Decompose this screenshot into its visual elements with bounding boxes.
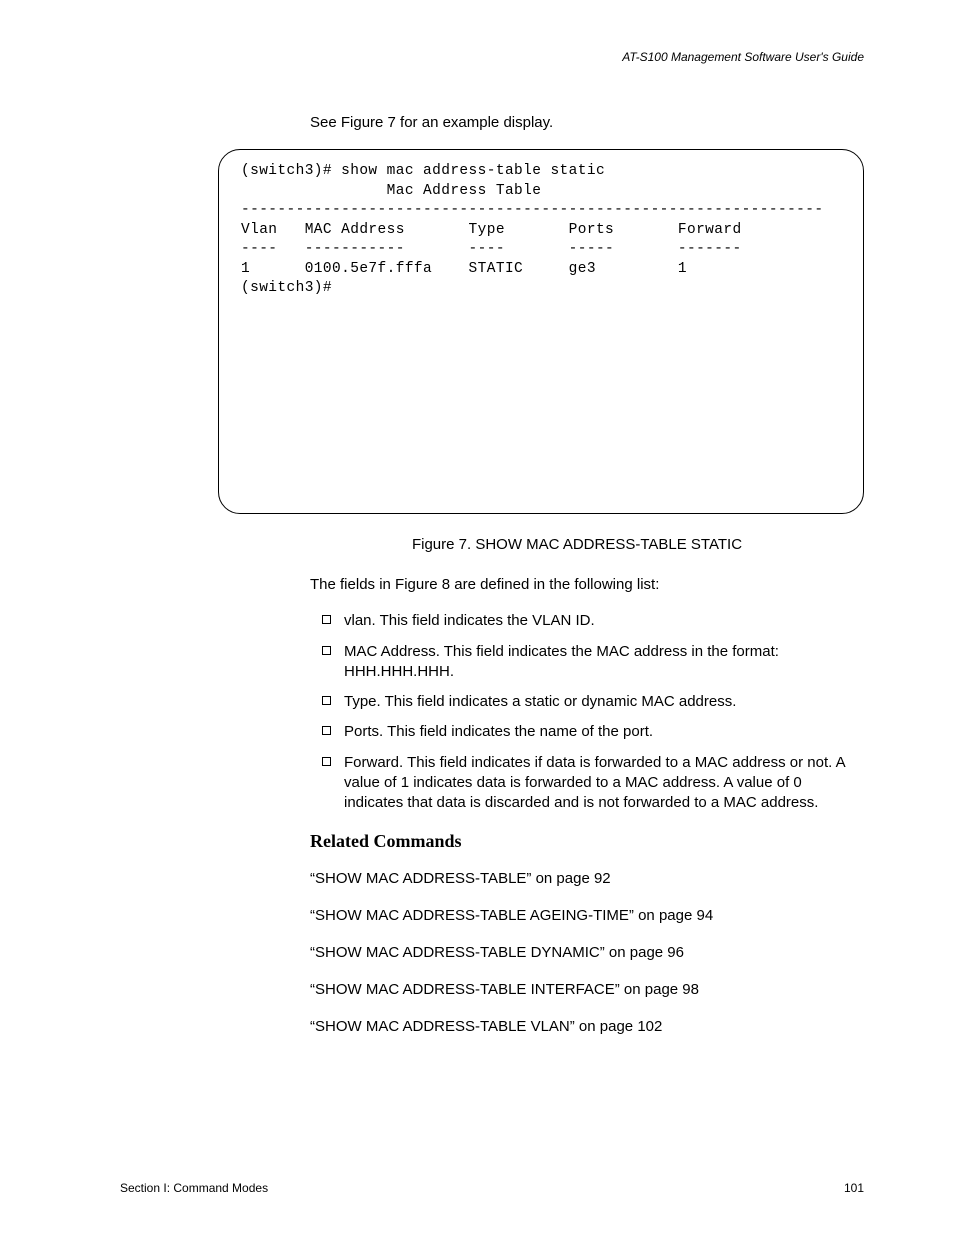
- figure-caption: Figure 7. SHOW MAC ADDRESS-TABLE STATIC: [290, 536, 864, 553]
- definition-intro: The fields in Figure 8 are defined in th…: [310, 575, 864, 595]
- footer-page-number: 101: [844, 1181, 864, 1195]
- intro-text: See Figure 7 for an example display.: [310, 114, 864, 131]
- list-item: MAC Address. This field indicates the MA…: [310, 642, 864, 683]
- list-item: Type. This field indicates a static or d…: [310, 692, 864, 712]
- related-link[interactable]: “SHOW MAC ADDRESS-TABLE DYNAMIC” on page…: [310, 944, 864, 961]
- field-definitions-list: vlan. This field indicates the VLAN ID. …: [310, 611, 864, 813]
- terminal-line-6: 1 0100.5e7f.fffa STATIC ge3 1: [241, 261, 687, 277]
- list-item: vlan. This field indicates the VLAN ID.: [310, 611, 864, 631]
- terminal-line-2: Mac Address Table: [241, 183, 541, 199]
- header-guide-title: AT-S100 Management Software User's Guide: [120, 50, 864, 64]
- page-footer: Section I: Command Modes 101: [120, 1181, 864, 1195]
- page-container: AT-S100 Management Software User's Guide…: [0, 0, 954, 1235]
- footer-section: Section I: Command Modes: [120, 1181, 268, 1195]
- related-commands-heading: Related Commands: [310, 831, 864, 852]
- related-link[interactable]: “SHOW MAC ADDRESS-TABLE AGEING-TIME” on …: [310, 907, 864, 924]
- related-link[interactable]: “SHOW MAC ADDRESS-TABLE INTERFACE” on pa…: [310, 981, 864, 998]
- terminal-line-1: (switch3)# show mac address-table static: [241, 163, 605, 179]
- terminal-line-5: ---- ----------- ---- ----- -------: [241, 241, 742, 257]
- related-link[interactable]: “SHOW MAC ADDRESS-TABLE” on page 92: [310, 870, 864, 887]
- terminal-output-box: (switch3)# show mac address-table static…: [218, 149, 864, 514]
- terminal-line-4: Vlan MAC Address Type Ports Forward: [241, 222, 742, 238]
- related-link[interactable]: “SHOW MAC ADDRESS-TABLE VLAN” on page 10…: [310, 1018, 864, 1035]
- list-item: Forward. This field indicates if data is…: [310, 753, 864, 814]
- main-content: See Figure 7 for an example display.: [310, 114, 864, 131]
- list-item: Ports. This field indicates the name of …: [310, 722, 864, 742]
- terminal-line-3: ----------------------------------------…: [241, 202, 824, 218]
- terminal-line-7: (switch3)#: [241, 280, 332, 296]
- body-content: The fields in Figure 8 are defined in th…: [310, 575, 864, 1035]
